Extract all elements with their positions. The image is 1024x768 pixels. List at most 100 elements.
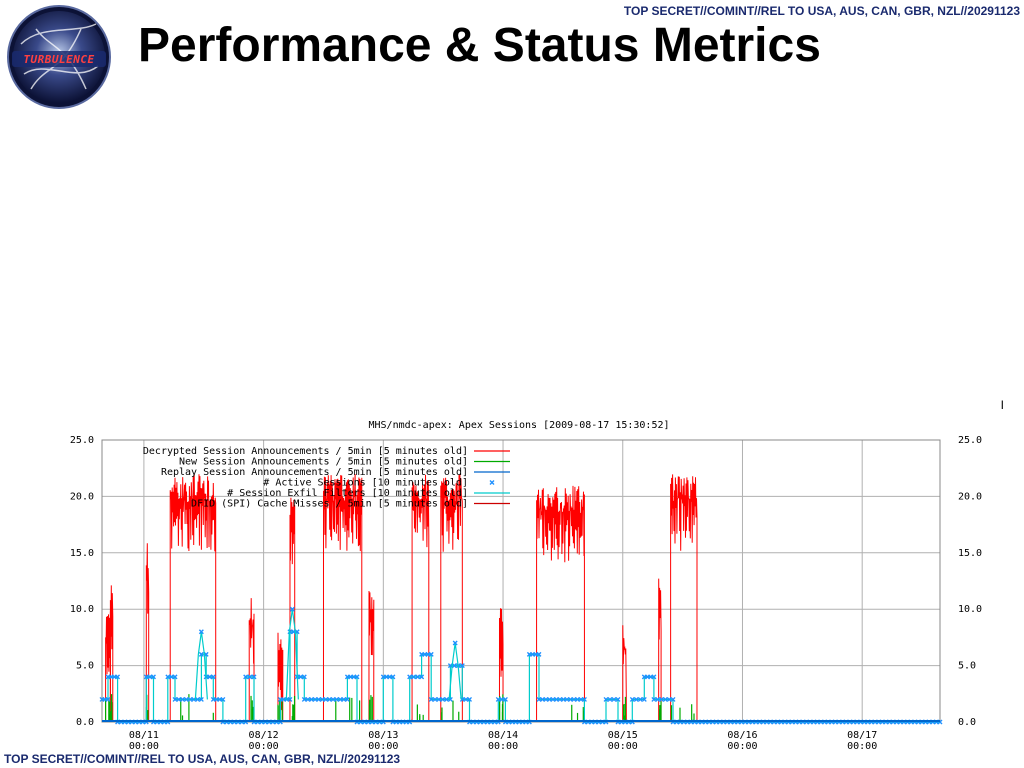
active-sessions-marker — [603, 696, 609, 702]
active-sessions-marker — [390, 674, 396, 680]
active-sessions-marker — [195, 696, 201, 702]
active-sessions-marker — [502, 696, 508, 702]
slide-title: Performance & Status Metrics — [138, 19, 821, 72]
active-sessions-marker — [243, 674, 249, 680]
legend-label: DFID (SPI) Cache Misses / 5min [5 minute… — [191, 499, 468, 510]
active-sessions-marker — [440, 696, 446, 702]
decrypted-burst — [368, 590, 375, 723]
active-sessions-marker — [105, 696, 111, 702]
decrypted-burst — [440, 474, 463, 723]
active-sessions-marker — [655, 696, 661, 702]
decrypted-burst — [289, 497, 296, 723]
x-tick-label-date: 08/15 — [608, 730, 638, 741]
active-sessions-marker — [436, 696, 442, 702]
active-sessions-marker — [467, 696, 473, 702]
active-sessions-marker — [150, 674, 156, 680]
x-tick-label-date: 08/13 — [368, 730, 398, 741]
active-sessions-marker — [428, 651, 434, 657]
y-tick-label-left: 15.0 — [70, 548, 94, 559]
active-sessions-marker — [670, 696, 676, 702]
active-sessions-marker — [419, 674, 425, 680]
svg-text:TURBULENCE: TURBULENCE — [23, 53, 94, 66]
decrypted-burst — [322, 473, 363, 723]
active-sessions-marker — [633, 696, 639, 702]
legend-label: # Session Exfil Filters [10 minutes old] — [227, 488, 468, 499]
y-tick-label-left: 25.0 — [70, 435, 94, 446]
active-sessions-marker — [615, 696, 621, 702]
exfil-filter-peak — [285, 609, 299, 700]
decrypted-burst — [622, 625, 627, 723]
active-sessions-marker — [451, 663, 457, 669]
y-tick-label-left: 10.0 — [70, 604, 94, 615]
x-tick-label-date: 08/11 — [129, 730, 159, 741]
active-sessions-marker — [659, 696, 665, 702]
exfil-filter-marker — [289, 606, 295, 612]
legend-swatch — [489, 480, 495, 485]
decrypted-burst — [248, 598, 255, 723]
x-tick-label-time: 00:00 — [368, 741, 398, 752]
active-sessions-line — [102, 631, 940, 723]
decrypted-burst — [658, 578, 662, 723]
active-sessions-marker — [651, 696, 657, 702]
x-tick-label-time: 00:00 — [847, 741, 877, 752]
x-tick-label-time: 00:00 — [608, 741, 638, 752]
classification-banner-top: TOP SECRET//COMINT//REL TO USA, AUS, CAN… — [623, 4, 1020, 18]
active-sessions-marker — [172, 696, 178, 702]
active-sessions-marker — [428, 696, 434, 702]
active-sessions-marker — [666, 696, 672, 702]
x-tick-label-time: 00:00 — [249, 741, 279, 752]
decrypted-burst — [169, 473, 217, 723]
decrypted-burst — [145, 543, 150, 723]
decrypted-burst — [411, 474, 430, 723]
x-tick-label-time: 00:00 — [727, 741, 757, 752]
x-tick-label-date: 08/17 — [847, 730, 877, 741]
active-sessions-marker — [354, 674, 360, 680]
active-sessions-marker — [180, 696, 186, 702]
turbulence-logo-graphic: TURBULENCE — [7, 5, 111, 109]
turbulence-logo: TURBULENCE — [6, 4, 112, 110]
active-sessions-marker — [432, 696, 438, 702]
active-sessions-marker — [220, 696, 226, 702]
active-sessions-marker — [536, 651, 542, 657]
active-sessions-marker — [301, 674, 307, 680]
active-sessions-marker — [607, 696, 613, 702]
active-sessions-marker — [198, 696, 204, 702]
active-sessions-marker — [444, 696, 450, 702]
active-sessions-marker — [459, 663, 465, 669]
active-sessions-marker — [198, 651, 204, 657]
y-tick-label-left: 20.0 — [70, 491, 94, 502]
active-sessions-marker — [651, 674, 657, 680]
decrypted-burst — [109, 585, 114, 723]
active-sessions-marker — [287, 696, 293, 702]
plot-frame — [101, 439, 941, 723]
active-sessions-marker — [637, 696, 643, 702]
classification-banner-bottom: TOP SECRET//COMINT//REL TO USA, AUS, CAN… — [4, 752, 401, 766]
x-tick-label-date: 08/16 — [727, 730, 757, 741]
active-sessions-marker — [176, 696, 182, 702]
y-tick-label-right: 20.0 — [958, 491, 982, 502]
active-sessions-marker — [183, 696, 189, 702]
x-tick-label-time: 00:00 — [129, 741, 159, 752]
active-sessions-marker — [641, 696, 647, 702]
active-sessions-marker — [247, 674, 253, 680]
legend-label: Decrypted Session Announcements / 5min [… — [143, 446, 468, 457]
exfil-filter-marker — [452, 640, 458, 646]
y-tick-label-right: 10.0 — [958, 604, 982, 615]
active-sessions-marker — [415, 674, 421, 680]
y-tick-label-right: 5.0 — [958, 661, 976, 672]
active-sessions-marker — [611, 696, 617, 702]
y-tick-label-left: 5.0 — [76, 661, 94, 672]
chart-title: MHS/nmdc-apex: Apex Sessions [2009-08-17… — [368, 420, 669, 431]
active-sessions-marker — [629, 696, 635, 702]
y-tick-label-right: 0.0 — [958, 717, 976, 728]
apex-sessions-chart: MHS/nmdc-apex: Apex Sessions [2009-08-17… — [70, 420, 982, 752]
decrypted-burst — [536, 485, 585, 723]
active-sessions-marker — [411, 674, 417, 680]
legend-label: # Active Sessions [10 minutes old] — [263, 478, 468, 489]
active-sessions-marker — [407, 674, 413, 680]
legend-label: New Session Announcements / 5min [5 minu… — [179, 457, 468, 468]
y-tick-label-right: 25.0 — [958, 435, 982, 446]
active-sessions-marker — [251, 674, 257, 680]
legend-label: Replay Session Announcements / 5min [5 m… — [161, 467, 468, 478]
x-tick-label-date: 08/12 — [249, 730, 279, 741]
